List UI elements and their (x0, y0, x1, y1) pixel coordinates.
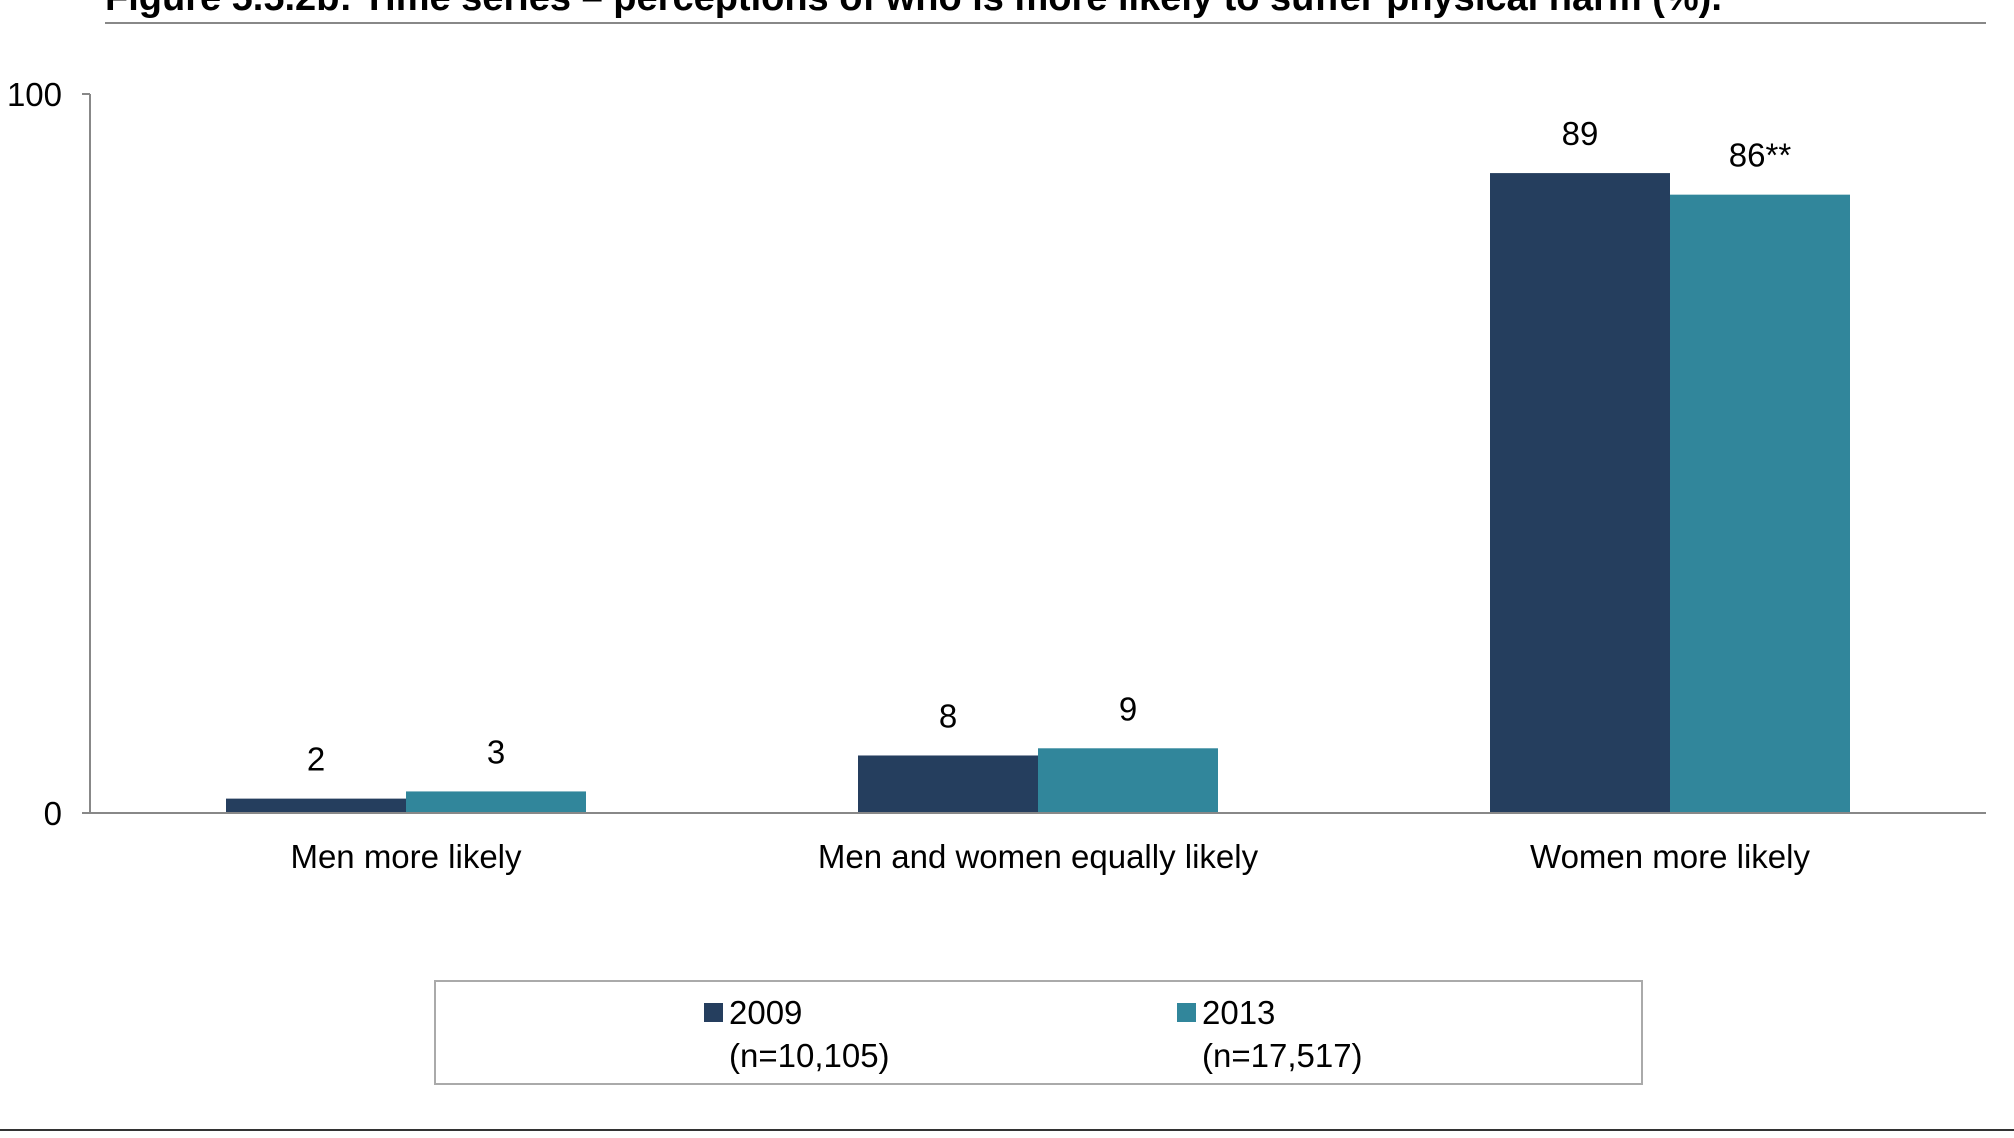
x-tick-label: Women more likely (1530, 838, 1810, 875)
y-tick-label: 100 (7, 76, 62, 113)
bar (1490, 173, 1670, 814)
legend-box (434, 980, 1643, 1085)
y-tick-label: 0 (44, 795, 62, 832)
bar (406, 791, 586, 813)
x-tick-label: Men and women equally likely (818, 838, 1259, 875)
legend-swatch (1177, 1003, 1196, 1022)
bar (1670, 194, 1850, 813)
legend-label: 2013 (1202, 994, 1275, 1031)
data-label: 9 (1119, 690, 1137, 727)
legend-label: 2009 (729, 994, 802, 1031)
legend-swatch (704, 1003, 723, 1022)
chart-title: Figure 5.5.2b: Time series – perceptions… (105, 0, 1722, 19)
legend-note: (n=17,517) (1202, 1037, 1363, 1074)
data-label: 2 (307, 741, 325, 778)
bar (226, 798, 406, 813)
bar (1038, 748, 1218, 813)
data-label: 89 (1562, 115, 1599, 152)
data-label: 3 (487, 733, 505, 770)
legend-note: (n=10,105) (729, 1037, 890, 1074)
data-label: 8 (939, 697, 957, 734)
data-label: 86** (1729, 137, 1792, 174)
x-tick-label: Men more likely (290, 838, 522, 875)
bar (858, 755, 1038, 813)
